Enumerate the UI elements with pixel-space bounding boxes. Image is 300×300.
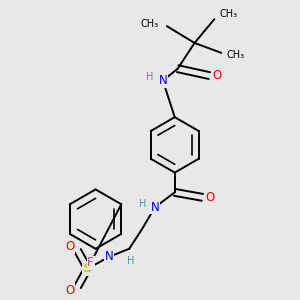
Text: N: N	[151, 201, 159, 214]
Text: CH₃: CH₃	[226, 50, 244, 60]
Text: N: N	[158, 74, 167, 87]
Text: H: H	[146, 72, 153, 82]
Text: O: O	[65, 284, 74, 297]
Text: N: N	[105, 250, 114, 263]
Text: H: H	[139, 199, 146, 209]
Text: S: S	[83, 262, 92, 275]
Text: CH₃: CH₃	[219, 9, 237, 19]
Text: O: O	[65, 240, 74, 253]
Text: H: H	[127, 256, 135, 266]
Text: O: O	[213, 69, 222, 82]
Text: CH₃: CH₃	[141, 19, 159, 29]
Text: O: O	[206, 191, 215, 204]
Text: F: F	[87, 256, 94, 269]
